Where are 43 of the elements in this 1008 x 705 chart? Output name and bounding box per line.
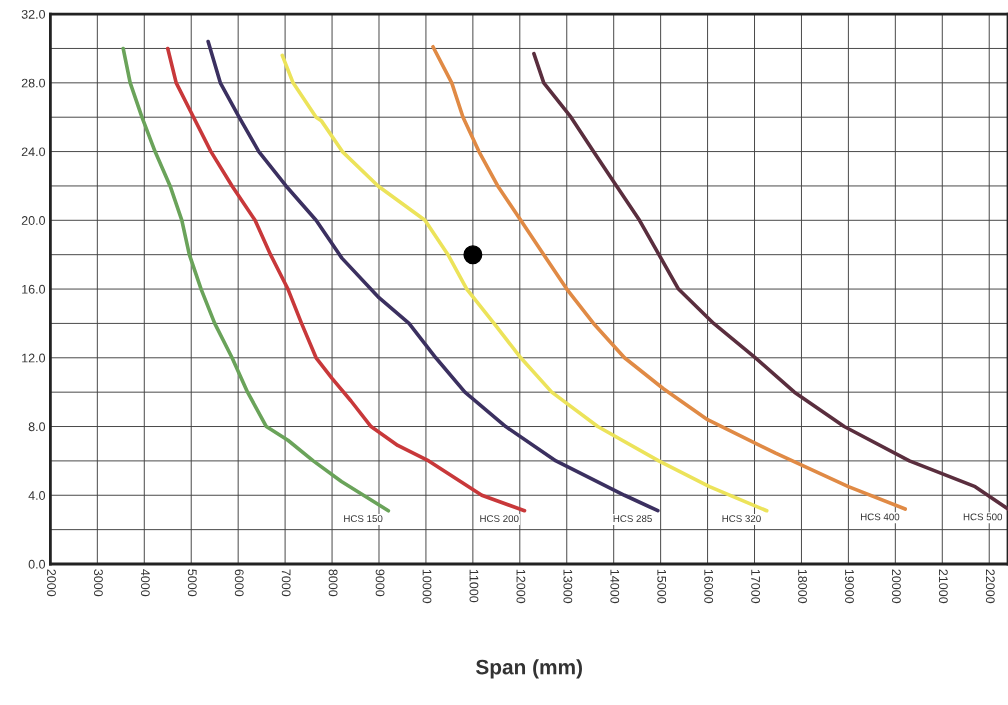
series-label: HCS 500: [963, 513, 1003, 521]
y-tick-label: 28.0: [21, 78, 46, 88]
x-tick-label: 12000: [516, 569, 526, 604]
line-series: [121, 46, 391, 513]
x-tick-label: 17000: [751, 569, 761, 604]
y-tick-label: 16.0: [22, 284, 46, 294]
x-tick-label: 14000: [610, 569, 620, 604]
y-tick-label: 32.0: [21, 9, 46, 19]
x-tick-label: 18000: [798, 569, 807, 604]
line-series: [206, 39, 660, 513]
line-series: [165, 46, 527, 513]
line-series: [280, 53, 769, 513]
x-tick-label: 20000: [891, 569, 901, 604]
x-tick-label: 7000: [281, 569, 291, 597]
y-tick-label: 4.0: [28, 491, 46, 500]
series-label: HCS 200: [480, 515, 519, 523]
x-axis-title: Span (mm): [475, 659, 582, 679]
series-label: HCS 400: [860, 513, 900, 521]
series-label: HCS 320: [722, 515, 761, 523]
x-tick-label: 15000: [657, 569, 667, 604]
x-tick-label: 22000: [985, 569, 995, 604]
x-tick-label: 3000: [93, 569, 103, 597]
x-tick-label: 4000: [140, 569, 150, 597]
line-series: [431, 44, 908, 511]
x-tick-label: 6000: [234, 569, 244, 597]
series-label: HCS 285: [613, 515, 652, 523]
x-tick-label: 9000: [375, 569, 385, 597]
x-tick-label: 11000: [469, 569, 479, 603]
x-tick-label: 5000: [187, 569, 197, 597]
y-tick-label: 24.0: [21, 147, 46, 157]
line-series: [532, 51, 1008, 511]
x-tick-label: 13000: [563, 569, 573, 604]
x-tick-label: 16000: [704, 569, 714, 604]
series-label: HCS 150: [344, 515, 383, 523]
y-tick-label: 8.0: [28, 422, 46, 432]
x-tick-label: 19000: [845, 569, 854, 604]
y-tick-label: 0.0: [28, 559, 46, 569]
x-tick-label: 10000: [422, 569, 432, 604]
y-tick-label: 20.0: [21, 216, 46, 225]
x-tick-label: 21000: [938, 569, 948, 604]
y-tick-label: 12.0: [22, 353, 46, 363]
x-tick-label: 2000: [47, 569, 56, 597]
x-tick-label: 8000: [328, 569, 338, 597]
